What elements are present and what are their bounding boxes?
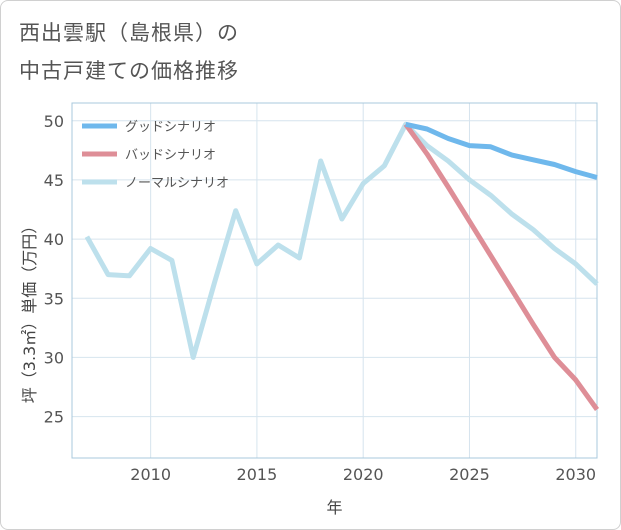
legend-label-0: グッドシナリオ (125, 120, 216, 135)
x-tick-label: 2020 (343, 465, 384, 484)
x-axis-label: 年 (326, 498, 342, 517)
series-line-0 (405, 121, 598, 180)
plot-area-border (71, 102, 598, 459)
x-tick-label: 2025 (449, 465, 490, 484)
series-lines (84, 121, 600, 411)
y-axis-label: 坪（3.3㎡）単価（万円） (20, 218, 39, 403)
y-tick-label: 30 (44, 348, 64, 367)
x-tick-label: 2010 (130, 465, 171, 484)
y-tick-label: 50 (44, 112, 64, 131)
tick-labels: 2010 2015 2020 2025 2030 25 30 35 40 45 50 (44, 112, 596, 484)
legend-label-2: ノーマルシナリオ (125, 176, 229, 191)
series-line-1 (403, 122, 600, 411)
chart-title-line1: 西出雲駅（島根県）の (19, 21, 239, 45)
series-line-2 (84, 121, 599, 360)
chart-title-line2: 中古戸建ての価格推移 (19, 59, 239, 83)
x-tick-label: 2015 (237, 465, 278, 484)
y-tick-label: 35 (44, 289, 64, 308)
legend-label-1: バッドシナリオ (125, 148, 216, 163)
grid-lines (72, 103, 597, 458)
y-tick-label: 40 (44, 230, 64, 249)
x-tick-label: 2030 (555, 465, 596, 484)
y-tick-label: 25 (44, 408, 64, 427)
y-tick-label: 45 (44, 171, 64, 190)
